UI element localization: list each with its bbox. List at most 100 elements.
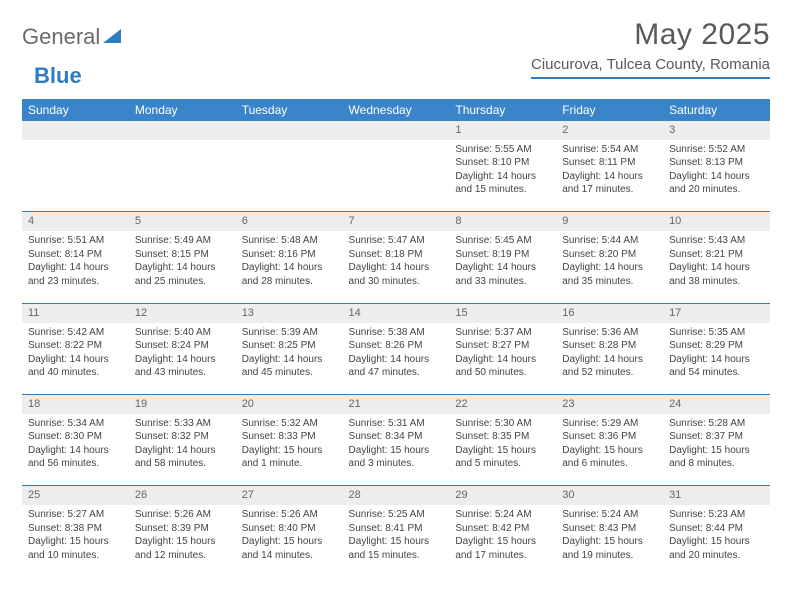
- sunrise-line: Sunrise: 5:54 AM: [562, 143, 657, 157]
- daynum-row: 25262728293031: [22, 486, 770, 505]
- detail-row: Sunrise: 5:34 AMSunset: 8:30 PMDaylight:…: [22, 414, 770, 486]
- sunset-line: Sunset: 8:10 PM: [455, 156, 550, 170]
- day-detail-cell: Sunrise: 5:31 AMSunset: 8:34 PMDaylight:…: [343, 414, 450, 486]
- day-number-cell: 6: [236, 212, 343, 231]
- weekday-header: Wednesday: [343, 99, 450, 121]
- detail-row: Sunrise: 5:42 AMSunset: 8:22 PM Daylight:…: [22, 323, 770, 395]
- daylight-line: Daylight: 15 hours and 20 minutes.: [669, 535, 764, 562]
- day-detail-cell: Sunrise: 5:35 AMSunset: 8:29 PMDaylight:…: [663, 323, 770, 395]
- sunset-line: Sunset: 8:32 PM: [135, 430, 230, 444]
- sunset-line: Sunset: 8:16 PM: [242, 248, 337, 262]
- sunset-line: Sunset: 8:19 PM: [455, 248, 550, 262]
- sunrise-line: Sunrise: 5:30 AM: [455, 417, 550, 431]
- sunset-line: Sunset: 8:39 PM: [135, 522, 230, 536]
- sunset-line: Sunset: 8:34 PM: [349, 430, 444, 444]
- daylight-line: Daylight: 14 hours and 38 minutes.: [669, 261, 764, 288]
- sunset-line: Sunset: 8:41 PM: [349, 522, 444, 536]
- sunrise-line: Sunrise: 5:31 AM: [349, 417, 444, 431]
- daylight-line: Daylight: 14 hours and 58 minutes.: [135, 444, 230, 471]
- sunset-line: Sunset: 8:20 PM: [562, 248, 657, 262]
- calendar-table: Sunday Monday Tuesday Wednesday Thursday…: [22, 99, 770, 577]
- day-detail-cell: Sunrise: 5:40 AMSunset: 8:24 PMDaylight:…: [129, 323, 236, 395]
- day-detail-cell: Sunrise: 5:44 AMSunset: 8:20 PMDaylight:…: [556, 231, 663, 303]
- sunrise-line: Sunrise: 5:34 AM: [28, 417, 123, 431]
- daylight-line: Daylight: 15 hours and 15 minutes.: [349, 535, 444, 562]
- day-number-cell: [343, 121, 450, 140]
- sunset-line: Sunset: 8:33 PM: [242, 430, 337, 444]
- day-number-cell: 30: [556, 486, 663, 505]
- detail-row: Sunrise: 5:27 AMSunset: 8:38 PM Daylight:…: [22, 505, 770, 577]
- daylight-line: Daylight: 14 hours and 20 minutes.: [669, 170, 764, 197]
- sunset-line: Sunset: 8:38 PM: [28, 522, 123, 536]
- day-number-cell: 1: [449, 121, 556, 140]
- daylight-line: Daylight: 14 hours and 35 minutes.: [562, 261, 657, 288]
- day-number-cell: 4: [22, 212, 129, 231]
- day-number-cell: 11: [22, 303, 129, 322]
- day-number-cell: [129, 121, 236, 140]
- sunrise-line: Sunrise: 5:24 AM: [562, 508, 657, 522]
- sunset-line: Sunset: 8:44 PM: [669, 522, 764, 536]
- daylight-line: Daylight: 15 hours and 1 minute.: [242, 444, 337, 471]
- day-number-cell: 8: [449, 212, 556, 231]
- day-number-cell: 16: [556, 303, 663, 322]
- day-detail-cell: Sunrise: 5:34 AMSunset: 8:30 PMDaylight:…: [22, 414, 129, 486]
- daylight-line: Daylight: 14 hours and 45 minutes.: [242, 353, 337, 380]
- day-detail-cell: Sunrise: 5:25 AMSunset: 8:41 PMDaylight:…: [343, 505, 450, 577]
- day-detail-cell: Sunrise: 5:38 AMSunset: 8:26 PMDaylight:…: [343, 323, 450, 395]
- weekday-header: Tuesday: [236, 99, 343, 121]
- sunrise-line: Sunrise: 5:32 AM: [242, 417, 337, 431]
- day-detail-cell: Sunrise: 5:28 AMSunset: 8:37 PMDaylight:…: [663, 414, 770, 486]
- sunrise-line: Sunrise: 5:35 AM: [669, 326, 764, 340]
- sunset-line: Sunset: 8:27 PM: [455, 339, 550, 353]
- detail-row: Sunrise: 5:51 AMSunset: 8:14 PMDaylight:…: [22, 231, 770, 303]
- daylight-line: Daylight: 15 hours and 3 minutes.: [349, 444, 444, 471]
- daylight-line: Daylight: 14 hours and 50 minutes.: [455, 353, 550, 380]
- sunrise-line: Sunrise: 5:27 AM: [28, 508, 123, 522]
- sunrise-line: Sunrise: 5:29 AM: [562, 417, 657, 431]
- sunset-line: Sunset: 8:22 PM: [28, 339, 123, 353]
- sunrise-line: Sunrise: 5:42 AM: [28, 326, 123, 340]
- sunrise-line: Sunrise: 5:47 AM: [349, 234, 444, 248]
- sunset-line: Sunset: 8:40 PM: [242, 522, 337, 536]
- sunset-line: Sunset: 8:26 PM: [349, 339, 444, 353]
- day-detail-cell: Sunrise: 5:49 AMSunset: 8:15 PMDaylight:…: [129, 231, 236, 303]
- weekday-header: Saturday: [663, 99, 770, 121]
- day-number-cell: 18: [22, 395, 129, 414]
- day-number-cell: 24: [663, 395, 770, 414]
- day-number-cell: 2: [556, 121, 663, 140]
- sunset-line: Sunset: 8:24 PM: [135, 339, 230, 353]
- day-number-cell: 13: [236, 303, 343, 322]
- location-label: Ciucurova, Tulcea County, Romania: [531, 56, 770, 79]
- day-detail-cell: Sunrise: 5:29 AMSunset: 8:36 PMDaylight:…: [556, 414, 663, 486]
- logo: General: [22, 24, 123, 50]
- day-detail-cell: Sunrise: 5:39 AMSunset: 8:25 PMDaylight:…: [236, 323, 343, 395]
- day-detail-cell: Sunrise: 5:24 AMSunset: 8:42 PMDaylight:…: [449, 505, 556, 577]
- month-title: May 2025: [531, 18, 770, 52]
- day-number-cell: 14: [343, 303, 450, 322]
- daylight-line: Daylight: 15 hours and 8 minutes.: [669, 444, 764, 471]
- sunset-line: Sunset: 8:14 PM: [28, 248, 123, 262]
- day-detail-cell: Sunrise: 5:27 AMSunset: 8:38 PMDaylight:…: [22, 505, 129, 577]
- daylight-line: Daylight: 14 hours and 52 minutes.: [562, 353, 657, 380]
- day-detail-cell: [343, 140, 450, 212]
- day-number-cell: 22: [449, 395, 556, 414]
- day-detail-cell: Sunrise: 5:36 AMSunset: 8:28 PMDaylight:…: [556, 323, 663, 395]
- day-detail-cell: Sunrise: 5:26 AMSunset: 8:40 PMDaylight:…: [236, 505, 343, 577]
- daylight-line: Daylight: 14 hours and 25 minutes.: [135, 261, 230, 288]
- daylight-line: Daylight: 14 hours and 23 minutes.: [28, 261, 123, 288]
- daynum-row: 11121314151617: [22, 303, 770, 322]
- sunrise-line: Sunrise: 5:28 AM: [669, 417, 764, 431]
- day-number-cell: 10: [663, 212, 770, 231]
- daylight-line: Daylight: 14 hours and 28 minutes.: [242, 261, 337, 288]
- day-number-cell: 27: [236, 486, 343, 505]
- daylight-line: Daylight: 15 hours and 19 minutes.: [562, 535, 657, 562]
- day-detail-cell: [236, 140, 343, 212]
- sunrise-line: Sunrise: 5:48 AM: [242, 234, 337, 248]
- sunrise-line: Sunrise: 5:52 AM: [669, 143, 764, 157]
- day-detail-cell: Sunrise: 5:48 AMSunset: 8:16 PMDaylight:…: [236, 231, 343, 303]
- daylight-line: Daylight: 14 hours and 47 minutes.: [349, 353, 444, 380]
- day-detail-cell: Sunrise: 5:54 AMSunset: 8:11 PMDaylight:…: [556, 140, 663, 212]
- day-number-cell: 20: [236, 395, 343, 414]
- day-number-cell: 7: [343, 212, 450, 231]
- sunrise-line: Sunrise: 5:26 AM: [242, 508, 337, 522]
